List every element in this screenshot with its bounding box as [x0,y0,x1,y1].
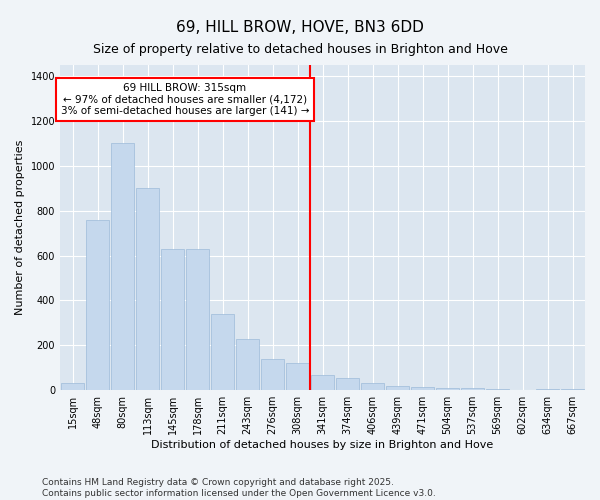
X-axis label: Distribution of detached houses by size in Brighton and Hove: Distribution of detached houses by size … [151,440,494,450]
Text: 69, HILL BROW, HOVE, BN3 6DD: 69, HILL BROW, HOVE, BN3 6DD [176,20,424,35]
Bar [335,378,359,390]
Bar [236,338,259,390]
Bar [485,389,509,390]
Bar [211,314,235,390]
Bar [410,387,434,390]
Bar [161,249,184,390]
Bar [86,220,109,390]
Bar [61,384,85,390]
Text: Size of property relative to detached houses in Brighton and Hove: Size of property relative to detached ho… [92,42,508,56]
Bar [461,388,484,390]
Bar [311,374,334,390]
Bar [185,249,209,390]
Text: Contains HM Land Registry data © Crown copyright and database right 2025.
Contai: Contains HM Land Registry data © Crown c… [42,478,436,498]
Bar [361,384,385,390]
Bar [436,388,460,390]
Bar [260,359,284,390]
Bar [110,144,134,390]
Bar [136,188,160,390]
Bar [560,389,584,390]
Bar [386,386,409,390]
Y-axis label: Number of detached properties: Number of detached properties [15,140,25,316]
Bar [286,364,310,390]
Bar [536,389,559,390]
Text: 69 HILL BROW: 315sqm
← 97% of detached houses are smaller (4,172)
3% of semi-det: 69 HILL BROW: 315sqm ← 97% of detached h… [61,83,309,116]
